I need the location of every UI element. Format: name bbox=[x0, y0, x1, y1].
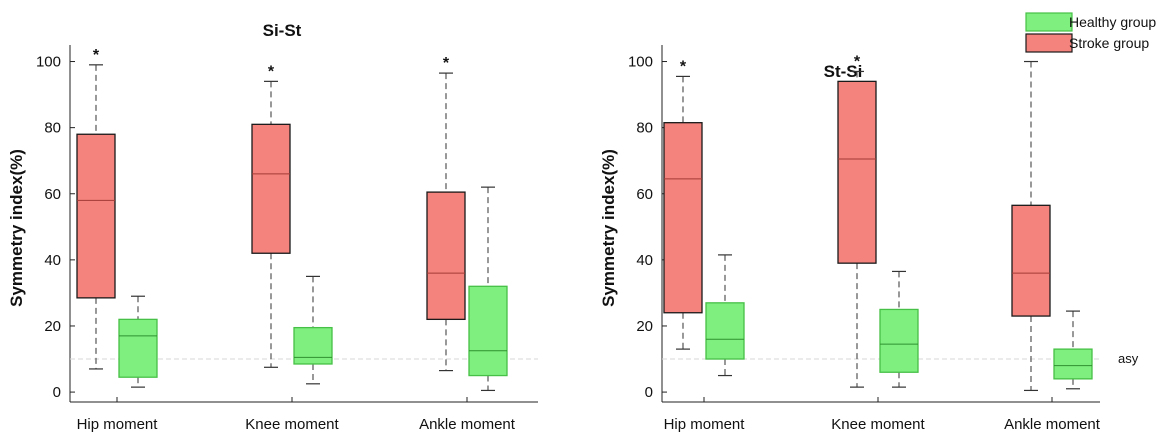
stroke-box: * bbox=[76, 47, 116, 370]
y-tick-label: 80 bbox=[44, 120, 61, 137]
stroke-box: * bbox=[251, 63, 291, 368]
healthy-box bbox=[705, 254, 745, 377]
reference-line-label: asy bbox=[1118, 351, 1139, 366]
box-iqr bbox=[426, 191, 466, 321]
box-iqr bbox=[705, 302, 745, 360]
box-iqr bbox=[1053, 348, 1093, 380]
x-tick-label: Hip moment bbox=[77, 416, 159, 433]
x-tick-label: Hip moment bbox=[664, 416, 746, 433]
y-tick-label: 60 bbox=[44, 186, 61, 203]
legend: Healthy group Stroke group bbox=[1025, 12, 1156, 53]
y-tick-label: 0 bbox=[53, 384, 61, 401]
significance-marker: * bbox=[680, 58, 687, 75]
box-iqr bbox=[837, 80, 877, 264]
significance-marker: * bbox=[443, 55, 450, 72]
legend-swatch bbox=[1025, 33, 1073, 53]
stroke-box: * bbox=[1011, 44, 1051, 392]
y-tick-label: 100 bbox=[36, 54, 61, 71]
y-tick-label: 60 bbox=[636, 186, 653, 203]
y-tick-label: 40 bbox=[44, 252, 61, 269]
significance-marker: * bbox=[93, 47, 100, 64]
y-tick-label: 80 bbox=[636, 120, 653, 137]
box-iqr bbox=[468, 285, 508, 377]
y-tick-label: 20 bbox=[636, 318, 653, 335]
x-tick-label: Knee moment bbox=[245, 416, 339, 433]
stroke-box: * bbox=[426, 55, 466, 372]
healthy-box bbox=[293, 275, 333, 385]
box-iqr bbox=[879, 308, 919, 373]
significance-marker: * bbox=[854, 53, 861, 70]
box-iqr bbox=[293, 326, 333, 365]
healthy-box bbox=[118, 295, 158, 388]
x-tick-label: Ankle moment bbox=[1004, 416, 1101, 433]
box-iqr bbox=[251, 123, 291, 254]
significance-marker: * bbox=[268, 63, 275, 80]
chart-title: St-Si bbox=[824, 62, 863, 81]
legend-label: Healthy group bbox=[1069, 14, 1156, 30]
panel-st-si: St-Si Symmetry index(%) 0 20 40 60 80 100 asy Hip… bbox=[599, 44, 1139, 433]
stroke-box: * bbox=[663, 58, 703, 350]
y-tick-label: 20 bbox=[44, 318, 61, 335]
healthy-box bbox=[468, 186, 508, 392]
box-iqr bbox=[663, 122, 703, 314]
box-iqr bbox=[118, 318, 158, 378]
healthy-box bbox=[879, 270, 919, 388]
panel-si-st: Si-St Symmetry index(%) 0 20 40 60 80 100 Hip mo… bbox=[7, 21, 538, 433]
x-tick-label: Ankle moment bbox=[419, 416, 516, 433]
healthy-box bbox=[1053, 310, 1093, 390]
x-tick-label: Knee moment bbox=[831, 416, 925, 433]
y-tick-label: 40 bbox=[636, 252, 653, 269]
y-axis-label: Symmetry index(%) bbox=[599, 149, 618, 307]
legend-swatch bbox=[1025, 12, 1073, 32]
y-tick-label: 100 bbox=[628, 54, 653, 71]
legend-label: Stroke group bbox=[1069, 35, 1149, 51]
box-iqr bbox=[76, 133, 116, 299]
y-tick-label: 0 bbox=[645, 384, 653, 401]
stroke-box: * bbox=[837, 53, 877, 388]
box-iqr bbox=[1011, 204, 1051, 317]
y-axis-label: Symmetry index(%) bbox=[7, 149, 26, 307]
chart-title: Si-St bbox=[263, 21, 302, 40]
